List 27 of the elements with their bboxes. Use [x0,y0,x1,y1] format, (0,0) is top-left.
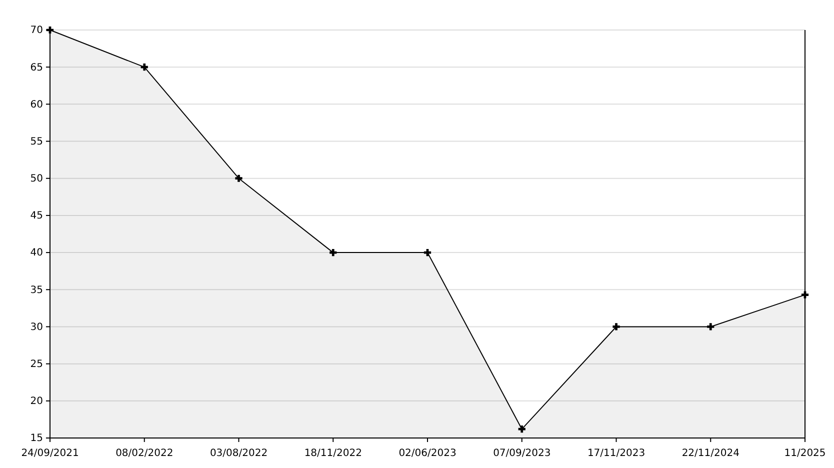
y-tick-label: 50 [30,174,43,185]
x-tick-label: 24/09/2021 [21,448,79,459]
y-tick-label: 60 [30,99,43,110]
y-tick-label: 30 [30,322,43,333]
x-tick-label: 22/11/2024 [682,448,740,459]
x-tick-label: 17/11/2023 [587,448,646,459]
y-tick-label: 15 [30,433,43,444]
point [707,323,714,330]
y-tick-label: 45 [30,210,43,222]
x-tick-label: 18/11/2022 [304,448,362,459]
y-tick-label: 55 [30,136,43,148]
y-tick-label: 20 [30,396,43,408]
x-tick-label: 03/08/2022 [210,448,268,459]
point [140,64,148,71]
y-tick-label: 35 [30,284,43,296]
y-tick-label: 40 [30,248,43,259]
point [612,323,620,330]
point [518,426,526,433]
point [235,174,242,182]
x-tick-label: 08/02/2022 [116,448,174,459]
x-tick-label: 02/06/2023 [398,448,456,459]
y-tick-label: 65 [30,62,43,74]
y-tick-label: 70 [30,25,43,36]
point [330,248,337,256]
y-tick-label: 25 [30,359,43,370]
x-tick-label: 11/2025 [784,448,826,459]
x-tick-label: 07/09/2023 [493,448,551,459]
